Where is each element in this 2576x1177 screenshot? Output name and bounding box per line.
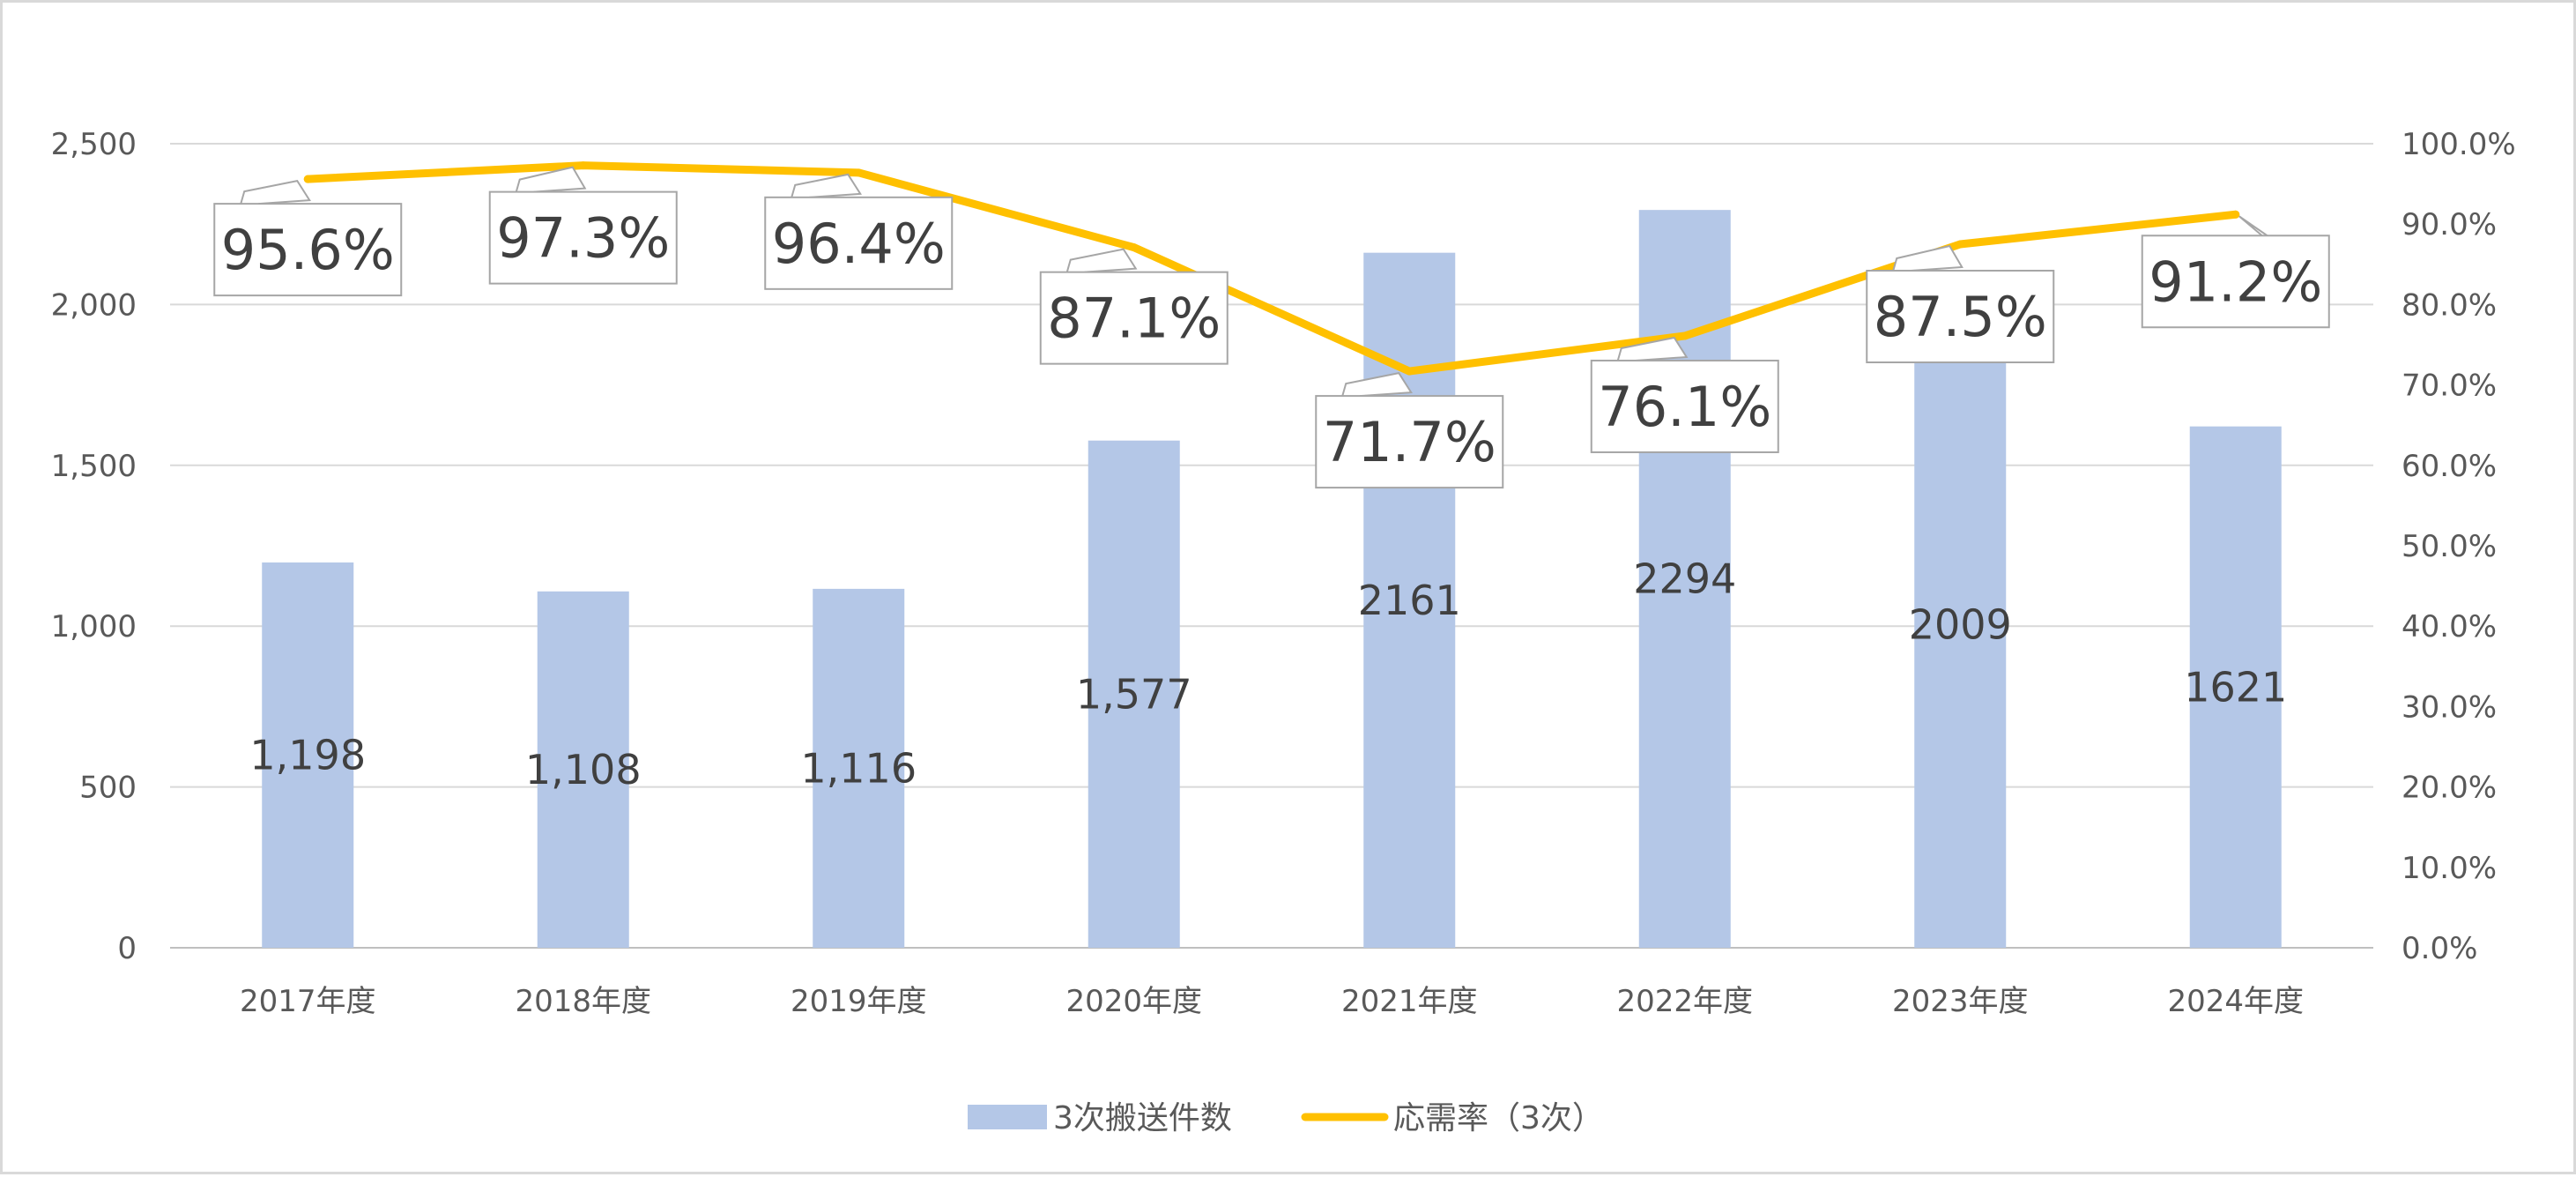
- bar-data-label: 2009: [1909, 601, 2012, 649]
- line-data-label: 91.2%: [2149, 250, 2322, 314]
- line-point: [579, 161, 588, 170]
- right-tick-label: 100.0%: [2402, 127, 2516, 162]
- left-tick-label: 2,000: [51, 287, 137, 323]
- line-data-label: 96.4%: [772, 212, 946, 276]
- line-data-callouts: 95.6% 97.3% 96.4% 87.1% 71.7% 76.1% 87.5% 91.2%: [213, 166, 2330, 489]
- line-data-label: 76.1%: [1598, 375, 1771, 439]
- right-tick-label: 50.0%: [2402, 529, 2497, 564]
- callout-pointer: [240, 180, 311, 205]
- line-point: [1130, 243, 1139, 252]
- right-tick-label: 70.0%: [2402, 369, 2497, 404]
- callout-pointer: [791, 173, 862, 198]
- right-tick-label: 20.0%: [2402, 771, 2497, 806]
- callout-box: [1590, 359, 1779, 453]
- x-tick-label: 2023年度: [1892, 984, 2029, 1019]
- x-axis: 2017年度 2018年度 2019年度 2020年度 2021年度 2022年度 2023…: [240, 984, 2304, 1019]
- bar: [813, 588, 905, 948]
- bar-data-label: 2161: [1358, 577, 1461, 624]
- data-callout: 95.6%: [213, 180, 403, 297]
- legend-label-line: 応需率（3次）: [1393, 1100, 1604, 1136]
- bar: [262, 562, 354, 948]
- bar: [1088, 440, 1180, 948]
- line-data-label: 71.7%: [1323, 410, 1496, 474]
- line-point: [854, 168, 863, 177]
- x-tick-label: 2021年度: [1341, 984, 1478, 1019]
- x-tick-label: 2019年度: [791, 984, 927, 1019]
- data-callout: 97.3%: [488, 166, 678, 285]
- data-callout: 76.1%: [1590, 336, 1779, 453]
- x-tick-label: 2022年度: [1616, 984, 1753, 1019]
- callout-box: [1039, 271, 1229, 365]
- bar-data-label: 1,116: [800, 744, 917, 792]
- x-tick-label: 2017年度: [240, 984, 376, 1019]
- left-tick-label: 1,500: [51, 449, 137, 484]
- x-tick-label: 2024年度: [2167, 984, 2304, 1019]
- right-tick-label: 40.0%: [2402, 609, 2497, 644]
- callout-box: [1315, 395, 1504, 489]
- x-tick-label: 2018年度: [515, 984, 651, 1019]
- bar-data-label: 2294: [1633, 555, 1736, 603]
- line-point: [1405, 367, 1414, 376]
- line-data-label: 95.6%: [221, 218, 395, 282]
- callout-pointer: [515, 166, 587, 193]
- bar: [1914, 302, 2007, 948]
- line-data-label: 87.1%: [1047, 287, 1221, 351]
- bar-data-label: 1621: [2184, 663, 2287, 711]
- callout-box: [213, 203, 403, 297]
- line-point: [1956, 240, 1964, 249]
- right-tick-label: 80.0%: [2402, 287, 2497, 323]
- bar-data-label: 1,577: [1076, 670, 1192, 718]
- right-tick-label: 90.0%: [2402, 207, 2497, 242]
- gridlines: [170, 143, 2373, 949]
- callout-pointer: [1892, 244, 1964, 272]
- line-data-label: 97.3%: [496, 206, 670, 271]
- left-tick-label: 2,500: [51, 127, 137, 162]
- legend-label-bars: 3次搬送件数: [1053, 1100, 1232, 1136]
- callout-box: [1866, 270, 2055, 363]
- callout-pointer: [1341, 371, 1413, 398]
- legend-swatch-bars: [968, 1105, 1047, 1129]
- data-callout: 91.2%: [2141, 215, 2330, 329]
- bar-data-label: 1,108: [525, 746, 642, 793]
- right-tick-label: 30.0%: [2402, 689, 2497, 725]
- bar: [2189, 426, 2282, 949]
- line-point: [303, 175, 312, 183]
- line-data-label: 87.5%: [1874, 285, 2047, 349]
- right-axis: 0.0% 10.0% 20.0% 30.0% 40.0% 50.0% 60.0% 70.0% 8…: [2402, 127, 2516, 966]
- callout-pointer: [1065, 248, 1138, 273]
- left-tick-label: 0: [117, 931, 137, 966]
- left-tick-label: 1,000: [51, 609, 137, 644]
- callout-box: [2141, 235, 2330, 329]
- bar: [537, 591, 629, 948]
- callout-box: [764, 196, 954, 290]
- line-point: [2231, 210, 2240, 219]
- data-callout: 71.7%: [1315, 371, 1504, 489]
- left-axis: 0 500 1,000 1,500 2,000 2,500: [51, 127, 137, 966]
- data-callout: 96.4%: [764, 173, 954, 290]
- bar-series: [262, 210, 2282, 949]
- data-callout: 87.5%: [1866, 244, 2055, 363]
- right-tick-label: 10.0%: [2402, 851, 2497, 886]
- callout-pointer: [1616, 336, 1689, 361]
- right-tick-label: 60.0%: [2402, 449, 2497, 484]
- data-callout: 87.1%: [1039, 248, 1229, 365]
- right-tick-label: 0.0%: [2402, 931, 2477, 966]
- bar-data-label: 1,198: [249, 731, 366, 778]
- left-tick-label: 500: [79, 771, 137, 806]
- callout-box: [488, 190, 678, 285]
- x-tick-label: 2020年度: [1065, 984, 1202, 1019]
- bar-data-labels: 1,198 1,108 1,116 1,577 2161 2294 2009 1621: [249, 555, 2287, 793]
- combo-chart: 1,198 1,108 1,116 1,577 2161 2294 2009 1621 95.…: [51, 127, 2516, 1136]
- line-point: [1681, 331, 1689, 340]
- legend: 3次搬送件数 応需率（3次）: [968, 1100, 1604, 1136]
